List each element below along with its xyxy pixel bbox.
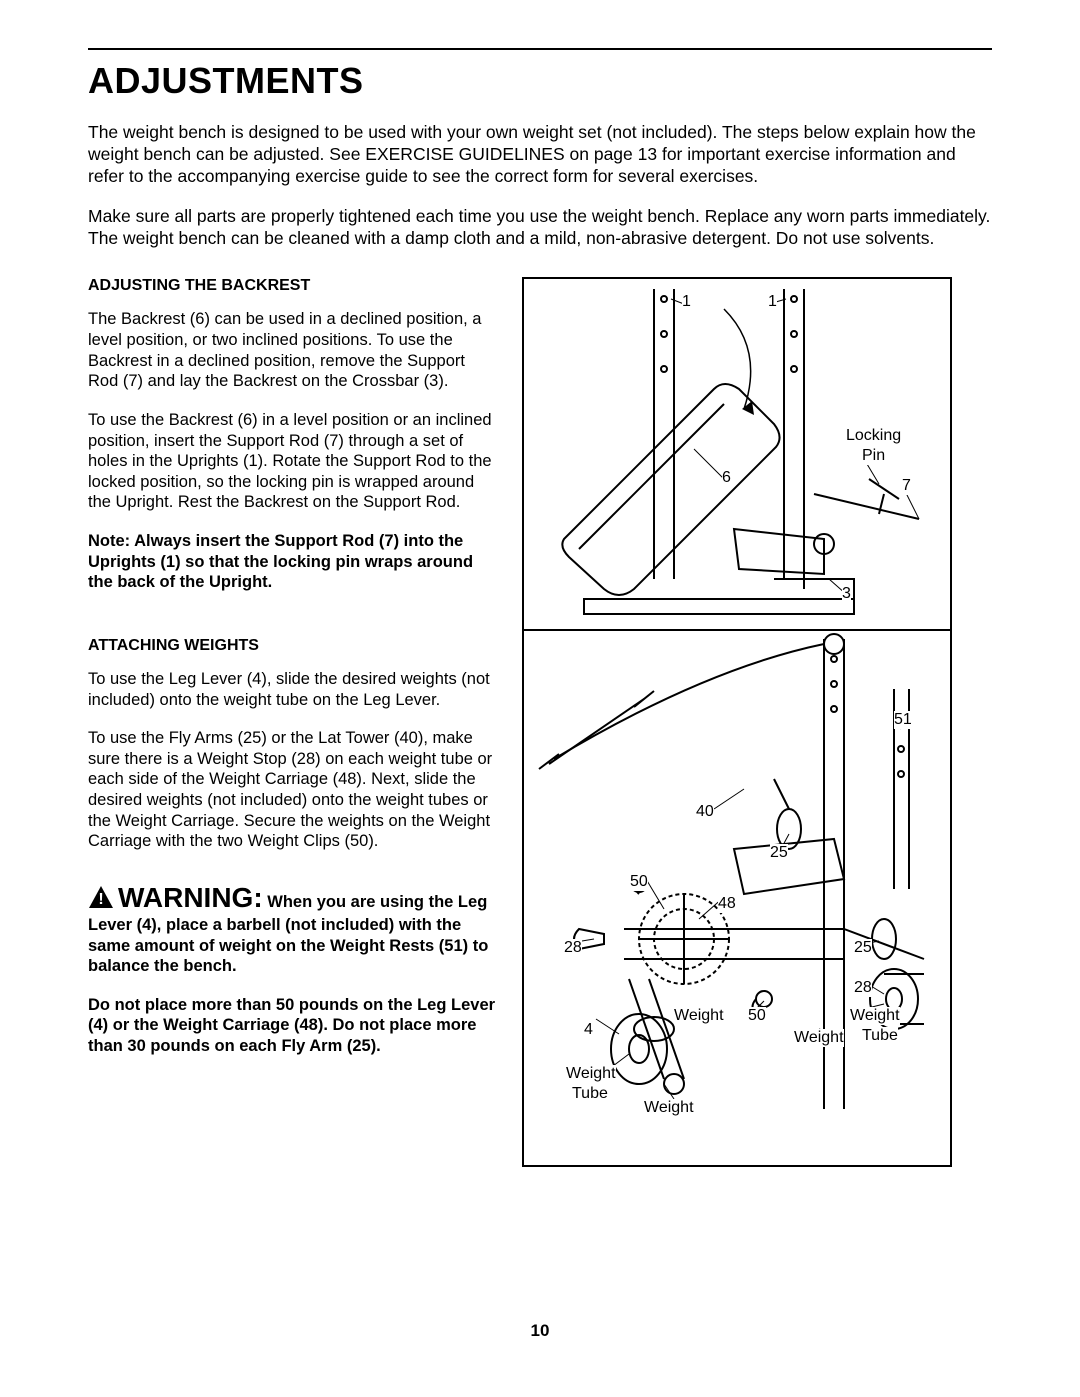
figure-callout: Locking [846, 427, 901, 445]
svg-text:!: ! [98, 891, 103, 908]
warning-triangle-icon: ! [88, 885, 114, 915]
figure-callout: 25 [854, 939, 872, 957]
figure-callout: Weight [850, 1007, 900, 1025]
intro-paragraph-2: Make sure all parts are properly tighten… [88, 206, 992, 250]
figure-column: 1 1 Locking Pin 6 7 3 51 40 25 50 48 28 25 28 4 50 Weigh… [522, 277, 992, 1167]
weights-p2: To use the Fly Arms (25) or the Lat Towe… [88, 728, 498, 852]
figure-callout: 1 [682, 293, 691, 311]
intro-paragraph-1: The weight bench is designed to be used … [88, 122, 992, 188]
figure-callout: 40 [696, 803, 714, 821]
figure-callout: 28 [854, 979, 872, 997]
backrest-p2: To use the Backrest (6) in a level posit… [88, 410, 498, 513]
backrest-note: Note: Always insert the Support Rod (7) … [88, 531, 498, 593]
figure-callout: 3 [842, 585, 851, 603]
figure-callout: Weight [794, 1029, 844, 1047]
two-column-layout: ADJUSTING THE BACKREST The Backrest (6) … [88, 277, 992, 1167]
figure-callout: 50 [630, 873, 648, 891]
figure-callout: 50 [748, 1007, 766, 1025]
figure-box: 1 1 Locking Pin 6 7 3 51 40 25 50 48 28 25 28 4 50 Weigh… [522, 277, 952, 1167]
figure-callout: Tube [862, 1027, 898, 1045]
warning-label: WARNING: [118, 882, 263, 913]
figure-callout: 48 [718, 895, 736, 913]
backrest-p1: The Backrest (6) can be used in a declin… [88, 309, 498, 392]
figure-callout: 6 [722, 469, 731, 487]
figure-callout: 7 [902, 477, 911, 495]
page-title: ADJUSTMENTS [88, 60, 992, 102]
figure-callout: 28 [564, 939, 582, 957]
figure-callout: Weight [674, 1007, 724, 1025]
section-heading-weights: ATTACHING WEIGHTS [88, 637, 498, 655]
figure-callout: Pin [862, 447, 885, 465]
figure-callout: Weight [566, 1065, 616, 1083]
weights-p1: To use the Leg Lever (4), slide the desi… [88, 669, 498, 710]
page-number: 10 [0, 1321, 1080, 1341]
warning-paragraph-2: Do not place more than 50 pounds on the … [88, 995, 498, 1057]
figure-callout: 1 [768, 293, 777, 311]
text-column: ADJUSTING THE BACKREST The Backrest (6) … [88, 277, 498, 1167]
section-heading-backrest: ADJUSTING THE BACKREST [88, 277, 498, 295]
figure-callout: Tube [572, 1085, 608, 1103]
figure-callout: 4 [584, 1021, 593, 1039]
figure-callout: Weight [644, 1099, 694, 1117]
top-rule [88, 48, 992, 50]
figure-callout: 25 [770, 844, 788, 862]
figure-callout: 51 [894, 711, 912, 729]
warning-paragraph-1: ! WARNING: When you are using the Leg Le… [88, 880, 498, 977]
manual-page: ADJUSTMENTS The weight bench is designed… [0, 0, 1080, 1397]
backrest-diagram [524, 279, 950, 627]
